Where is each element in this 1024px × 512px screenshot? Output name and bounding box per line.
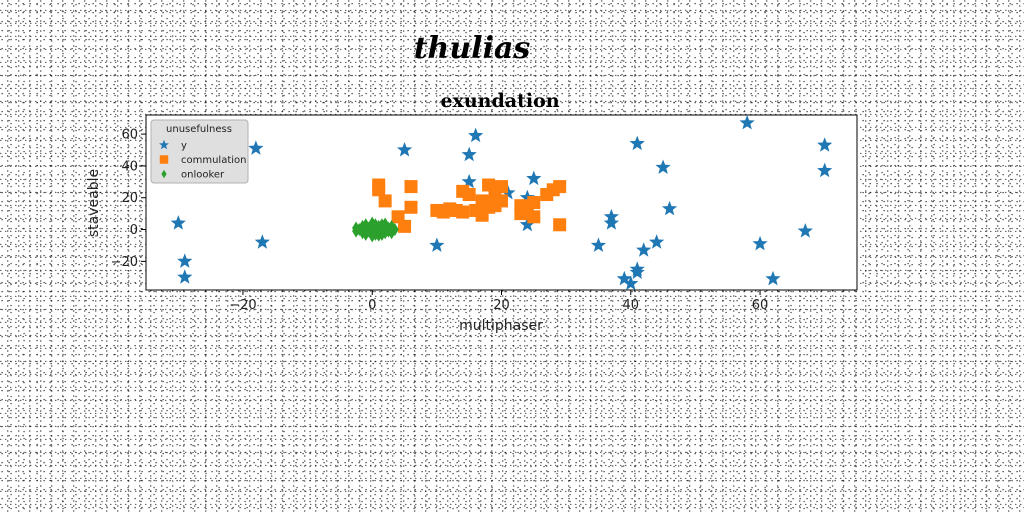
legend-title: unusefulness <box>166 124 232 135</box>
data-point <box>361 220 370 234</box>
data-marks <box>170 114 833 291</box>
data-point <box>390 223 399 237</box>
data-point <box>429 237 445 252</box>
y-tick-label: 40 <box>121 159 138 174</box>
legend: unusefulness y commulation onlooker <box>150 119 249 184</box>
data-point <box>636 242 652 257</box>
x-axis: −20 0 20 40 60 <box>229 290 768 313</box>
data-point <box>461 173 477 189</box>
data-point <box>456 205 470 219</box>
data-point <box>553 218 567 232</box>
data-point <box>381 217 390 231</box>
data-point <box>378 194 392 208</box>
legend-label: onlooker <box>181 170 225 181</box>
data-point <box>661 200 678 216</box>
data-point <box>649 234 665 249</box>
data-point <box>527 210 541 224</box>
data-point <box>623 275 639 291</box>
data-point <box>553 180 567 194</box>
data-point <box>495 180 508 194</box>
data-point <box>177 253 193 268</box>
x-tick-label: −20 <box>229 298 256 313</box>
data-point <box>526 170 542 186</box>
data-point <box>404 200 418 214</box>
data-point <box>817 162 833 178</box>
y-tick-label: 0 <box>130 223 138 238</box>
data-point <box>462 188 476 202</box>
figure-suptitle: thulias <box>414 31 531 66</box>
data-point <box>248 140 264 155</box>
legend-box <box>150 119 249 184</box>
data-point <box>396 142 413 157</box>
y-axis-label: staveable <box>86 169 102 237</box>
legend-marker <box>161 169 167 179</box>
data-point <box>797 223 813 238</box>
series-2 <box>372 178 567 233</box>
y-tick-label: −20 <box>111 255 138 270</box>
y-tick-label: 20 <box>121 191 138 206</box>
legend-marker <box>159 155 169 164</box>
data-point <box>752 235 768 251</box>
legend-label: y <box>181 141 187 152</box>
data-point <box>482 178 496 192</box>
x-tick-label: 20 <box>493 298 510 313</box>
data-point <box>629 261 645 276</box>
data-point <box>170 215 186 230</box>
y-tick-label: 60 <box>121 128 138 143</box>
data-point <box>495 194 508 208</box>
x-tick-label: 0 <box>368 298 376 313</box>
data-point <box>629 135 645 151</box>
series-3 <box>352 216 399 243</box>
data-point <box>739 114 755 130</box>
legend-label: commulation <box>181 155 247 166</box>
data-point <box>527 196 541 209</box>
x-tick-label: 60 <box>752 298 769 313</box>
data-point <box>404 180 418 194</box>
legend-marker <box>159 139 169 150</box>
y-axis: −20 0 20 40 60 <box>111 128 146 270</box>
data-point <box>616 270 632 286</box>
data-point <box>603 215 619 230</box>
data-point <box>461 146 477 162</box>
x-tick-label: 40 <box>622 298 639 313</box>
chart-title: exundation <box>440 90 559 112</box>
data-point <box>398 219 412 233</box>
data-point <box>352 224 361 238</box>
data-point <box>590 237 607 252</box>
data-point <box>372 183 386 197</box>
data-point <box>519 216 535 232</box>
data-point <box>655 159 671 174</box>
data-point <box>817 137 833 152</box>
data-point <box>765 270 781 286</box>
x-axis-label: multiphaser <box>459 318 543 334</box>
data-point <box>468 127 484 143</box>
data-point <box>177 269 193 284</box>
data-point <box>254 234 270 249</box>
data-point <box>374 228 383 242</box>
